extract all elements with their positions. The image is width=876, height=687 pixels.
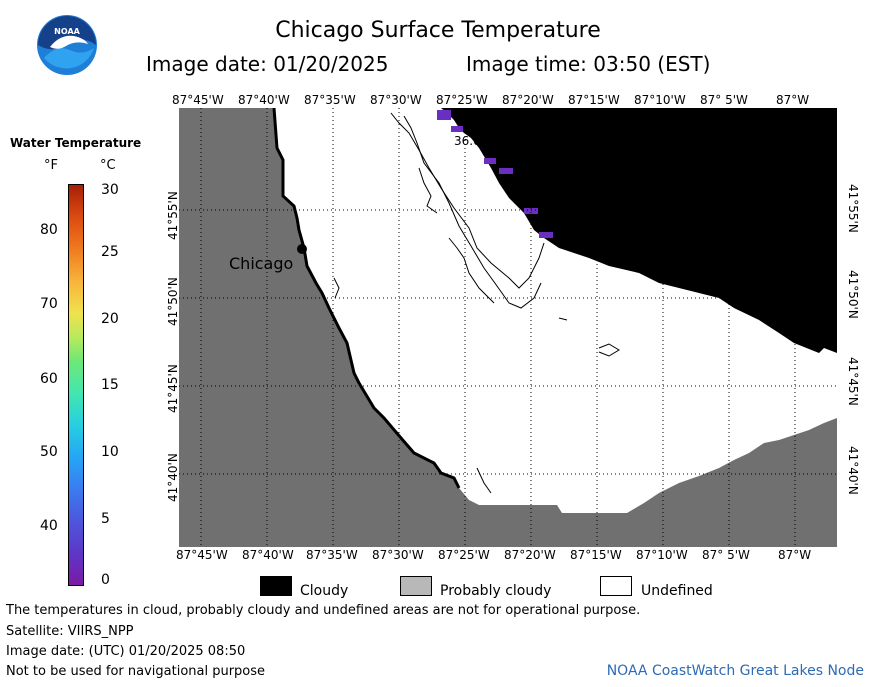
c-tick: 15	[101, 377, 119, 393]
lat-label-left: 41°50'N	[166, 277, 180, 326]
lat-label-right: 41°50'N	[846, 270, 860, 319]
lon-label-bottom: 87°20'W	[504, 548, 556, 562]
image-time: Image time: 03:50 (EST)	[466, 52, 711, 76]
lon-label-top: 87°45'W	[172, 93, 224, 107]
lat-label-right: 41°45'N	[846, 357, 860, 406]
f-tick: 40	[40, 518, 58, 534]
lon-label-top: 87°20'W	[502, 93, 554, 107]
lon-label-top: 87°W	[776, 93, 810, 107]
node-credit: NOAA CoastWatch Great Lakes Node	[606, 663, 864, 679]
lat-label-right: 41°40'N	[846, 446, 860, 495]
lon-label-top: 87°35'W	[304, 93, 356, 107]
disclaimer-text: The temperatures in cloud, probably clou…	[6, 603, 641, 618]
land-area	[179, 108, 837, 547]
svg-text:NOAA: NOAA	[54, 27, 80, 36]
c-tick: 20	[101, 311, 119, 327]
f-tick: 60	[40, 371, 58, 387]
c-tick: 30	[101, 182, 119, 198]
lon-label-bottom: 87°25'W	[438, 548, 490, 562]
key-undefined-label: Undefined	[641, 583, 713, 599]
utc-date-text: Image date: (UTC) 01/20/2025 08:50	[6, 644, 246, 659]
c-tick: 5	[101, 511, 110, 527]
satellite-text: Satellite: VIIRS_NPP	[6, 624, 134, 639]
lon-label-bottom: 87°30'W	[372, 548, 424, 562]
page-title: Chicago Surface Temperature	[275, 18, 601, 43]
lat-label-left: 41°45'N	[166, 364, 180, 413]
noaa-logo: NOAA	[37, 15, 97, 75]
lon-label-top: 87°30'W	[370, 93, 422, 107]
f-tick: 80	[40, 222, 58, 238]
temperature-colorbar	[68, 184, 84, 586]
lon-label-top: 87° 5'W	[700, 93, 748, 107]
unit-celsius: °C	[100, 158, 116, 173]
key-probably-cloudy-swatch	[400, 576, 432, 596]
lon-label-bottom: 87°10'W	[636, 548, 688, 562]
cloud-area	[441, 108, 837, 353]
lon-label-bottom: 87°45'W	[176, 548, 228, 562]
c-tick: 25	[101, 244, 119, 260]
c-tick: 10	[101, 444, 119, 460]
unit-fahrenheit: °F	[44, 158, 58, 173]
f-tick: 50	[40, 444, 58, 460]
key-probably-cloudy-label: Probably cloudy	[440, 583, 552, 599]
lon-label-bottom: 87°35'W	[306, 548, 358, 562]
chicago-marker-icon	[297, 244, 307, 254]
lon-label-top: 87°15'W	[568, 93, 620, 107]
lon-label-bottom: 87°40'W	[242, 548, 294, 562]
key-undefined-swatch	[600, 576, 632, 596]
lon-label-top: 87°40'W	[238, 93, 290, 107]
key-cloudy-swatch	[260, 576, 292, 596]
contour-label: 36.0	[454, 134, 481, 148]
f-tick: 70	[40, 296, 58, 312]
city-label-chicago: Chicago	[229, 254, 294, 273]
c-tick: 0	[101, 572, 110, 588]
nav-warning-text: Not to be used for navigational purpose	[6, 664, 266, 679]
lon-label-bottom: 87°15'W	[570, 548, 622, 562]
key-cloudy-label: Cloudy	[300, 583, 349, 599]
temperature-map: 36.0	[179, 108, 837, 547]
lon-label-top: 87°10'W	[634, 93, 686, 107]
legend-title: Water Temperature	[10, 136, 142, 150]
lat-label-left: 41°40'N	[166, 453, 180, 502]
lat-label-right: 41°55'N	[846, 184, 860, 233]
lat-label-left: 41°55'N	[166, 191, 180, 240]
lon-label-bottom: 87° 5'W	[702, 548, 750, 562]
lon-label-top: 87°25'W	[436, 93, 488, 107]
image-date: Image date: 01/20/2025	[146, 52, 389, 76]
lon-label-bottom: 87°W	[778, 548, 812, 562]
